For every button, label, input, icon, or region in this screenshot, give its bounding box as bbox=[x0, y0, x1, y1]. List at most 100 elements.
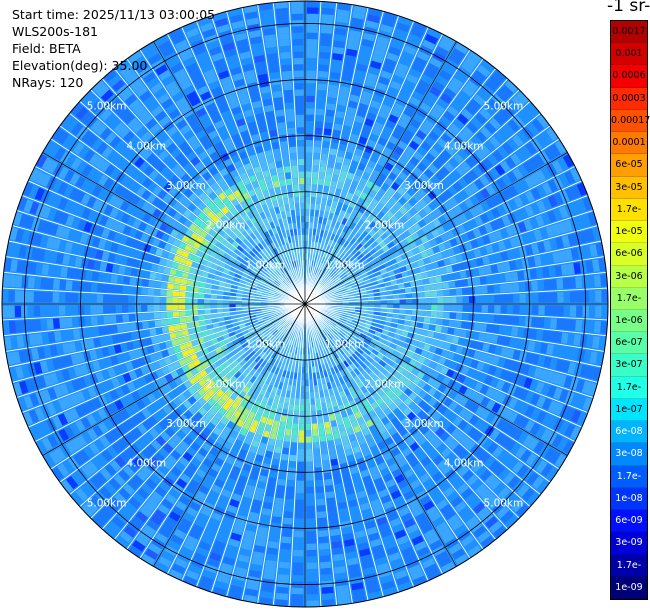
range-gate bbox=[460, 436, 471, 447]
range-gate bbox=[401, 51, 414, 62]
range-gate bbox=[133, 492, 145, 505]
range-gate bbox=[380, 131, 390, 141]
range-gate bbox=[158, 420, 169, 430]
range-gate bbox=[502, 336, 511, 347]
range-gate bbox=[297, 334, 300, 342]
range-gate bbox=[565, 187, 576, 201]
range-gate bbox=[471, 331, 480, 340]
range-gate bbox=[389, 135, 399, 145]
range-gate bbox=[375, 456, 385, 465]
range-gate bbox=[371, 54, 384, 64]
range-gate bbox=[109, 460, 121, 472]
range-gate bbox=[467, 170, 478, 181]
ray-separator bbox=[304, 20, 415, 305]
range-gate bbox=[475, 204, 485, 215]
range-gate bbox=[462, 313, 469, 321]
range-gate bbox=[320, 323, 325, 330]
range-gate bbox=[347, 252, 354, 260]
range-gate bbox=[530, 393, 541, 406]
range-gate bbox=[553, 192, 564, 206]
range-gate bbox=[312, 165, 319, 173]
range-gate bbox=[162, 521, 175, 533]
range-gate bbox=[424, 168, 434, 179]
range-gate bbox=[380, 232, 388, 240]
range-gate bbox=[394, 389, 403, 398]
range-gate bbox=[291, 340, 295, 347]
range-gate bbox=[153, 424, 164, 434]
range-gate bbox=[322, 244, 328, 251]
range-gate bbox=[312, 366, 316, 373]
range-gate bbox=[140, 366, 149, 375]
range-gate bbox=[298, 366, 302, 374]
range-gate bbox=[343, 157, 351, 166]
range-gate bbox=[344, 178, 352, 186]
range-gate bbox=[293, 340, 297, 348]
range-gate bbox=[273, 503, 283, 511]
range-gate bbox=[560, 332, 569, 344]
range-gate bbox=[293, 410, 299, 418]
range-gate bbox=[558, 346, 567, 358]
ray-separator bbox=[304, 33, 444, 305]
range-gate bbox=[350, 230, 357, 238]
range-gate bbox=[484, 474, 497, 486]
range-gate bbox=[226, 477, 237, 487]
range-gate bbox=[349, 245, 356, 253]
range-gate bbox=[333, 317, 340, 321]
range-gate bbox=[187, 463, 198, 473]
range-gate bbox=[394, 201, 403, 210]
range-gate bbox=[381, 416, 390, 426]
range-gate bbox=[487, 98, 501, 111]
range-gate bbox=[369, 248, 377, 256]
range-gate bbox=[398, 16, 412, 27]
range-gate bbox=[521, 364, 531, 375]
range-gate bbox=[355, 530, 366, 539]
range-gate bbox=[479, 323, 487, 332]
range-gate bbox=[464, 388, 474, 398]
range-gate bbox=[402, 151, 412, 161]
range-gate bbox=[365, 282, 372, 288]
range-gate bbox=[535, 329, 544, 341]
range-gate bbox=[330, 458, 339, 466]
range-gate bbox=[172, 304, 179, 311]
range-gate bbox=[346, 365, 353, 373]
ray-separator bbox=[304, 303, 582, 428]
range-gate bbox=[250, 383, 258, 392]
range-gate bbox=[376, 562, 390, 572]
ray-separator bbox=[304, 303, 589, 414]
range-gate bbox=[299, 417, 305, 424]
range-gate bbox=[394, 28, 408, 39]
range-gate bbox=[334, 34, 346, 42]
range-gate bbox=[141, 321, 149, 329]
range-gate bbox=[368, 387, 376, 396]
range-gate bbox=[361, 560, 374, 570]
range-gate bbox=[306, 70, 316, 77]
range-gate bbox=[294, 524, 304, 532]
range-gate bbox=[401, 417, 410, 426]
range-gate bbox=[342, 276, 349, 282]
range-gate bbox=[374, 163, 384, 173]
range-gate bbox=[142, 385, 152, 395]
range-gate bbox=[317, 83, 327, 91]
range-gate bbox=[347, 291, 355, 295]
range-gate bbox=[223, 441, 233, 450]
range-gate bbox=[52, 415, 63, 429]
range-gate bbox=[328, 388, 334, 396]
range-gate bbox=[216, 389, 225, 398]
range-gate bbox=[329, 322, 336, 328]
range-gate bbox=[319, 288, 326, 293]
range-gate bbox=[49, 372, 59, 385]
range-gate bbox=[291, 319, 296, 326]
range-gate bbox=[353, 360, 360, 368]
range-gate bbox=[480, 200, 490, 212]
range-gate bbox=[273, 321, 280, 327]
range-gate bbox=[272, 400, 279, 408]
range-gate bbox=[466, 457, 478, 469]
range-gate bbox=[426, 248, 435, 256]
range-gate bbox=[169, 569, 183, 580]
range-gate bbox=[491, 242, 500, 253]
range-gate bbox=[287, 365, 292, 372]
range-gate bbox=[438, 405, 448, 415]
range-gate bbox=[368, 189, 377, 198]
range-gate bbox=[576, 199, 587, 213]
range-gate bbox=[353, 174, 361, 183]
